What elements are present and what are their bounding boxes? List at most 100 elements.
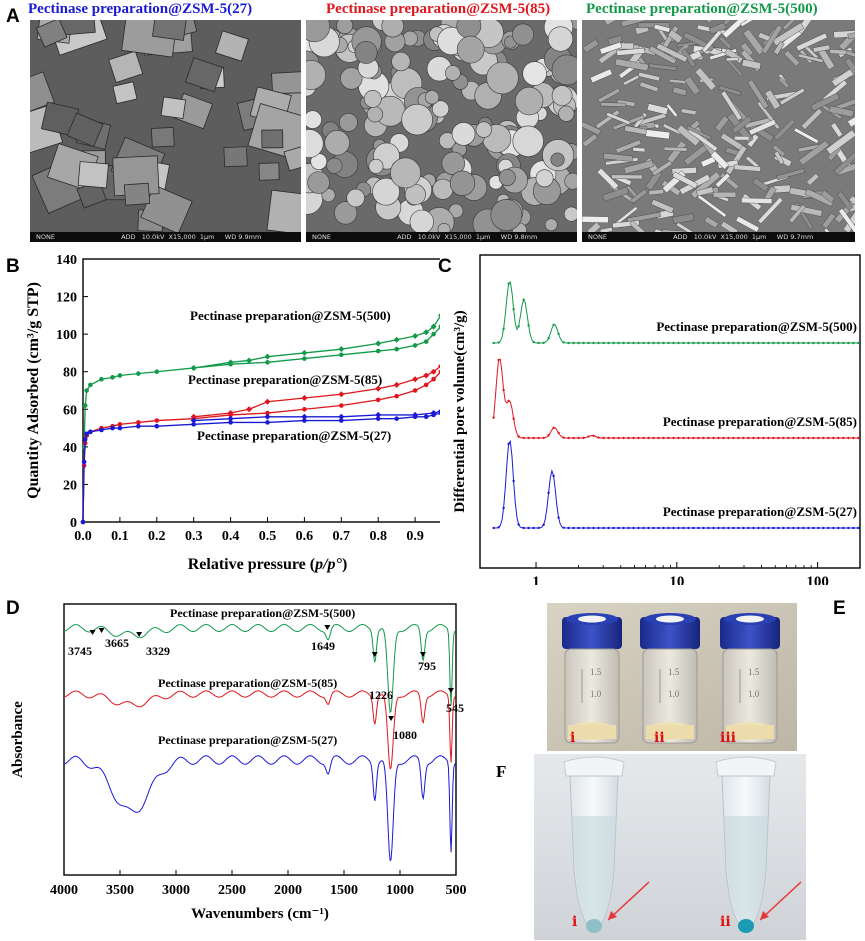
panel-label-b: B [6, 256, 20, 277]
sem-crystal [372, 177, 400, 206]
adsorption-point [82, 403, 88, 408]
sem-crystal [512, 23, 534, 46]
pore-point [757, 341, 760, 345]
sem-crystal [836, 191, 854, 211]
sem-crystal [66, 112, 104, 148]
vial-glass [722, 648, 778, 744]
sem-crystal [847, 29, 855, 40]
desorption-point [338, 391, 345, 398]
tube-label-ii: ii [720, 914, 731, 930]
sem-crystal [701, 30, 723, 53]
desorption-point [264, 353, 271, 360]
pore-point [597, 341, 600, 345]
panel-label-a: A [6, 6, 20, 27]
vial-graduation-label: 1.5 [748, 667, 760, 677]
sem-crystal [626, 211, 662, 223]
sem-crystal [599, 41, 623, 55]
sem-crystal [773, 150, 785, 165]
sem-title-zsm500: Pectinase preparation@ZSM-5(500) [586, 1, 818, 17]
pore-point [797, 436, 800, 440]
sem-title-zsm27: Pectinase preparation@ZSM-5(27) [28, 1, 253, 17]
adsorption-point [302, 406, 307, 412]
pore-point [787, 436, 790, 440]
x-tick-label: 0.3 [185, 529, 203, 544]
sem-crystal [431, 100, 450, 118]
vial-graduation-label: 1.0 [748, 689, 760, 699]
sem-crystal [833, 147, 855, 175]
pore-point [762, 436, 765, 440]
sem-crystal [445, 65, 461, 81]
sem-crystal [307, 171, 330, 194]
y-axis-label: Quantity Adsorbed (cm³/g STP) [25, 282, 42, 499]
series-label: Pectinase preparation@ZSM-5(85) [188, 372, 382, 387]
pore-point [767, 341, 770, 345]
sem-crystal [306, 110, 322, 129]
y-axis-label: Absorbance [10, 701, 26, 778]
x-tick-label: 0.9 [406, 529, 424, 544]
adsorption-point [302, 356, 307, 361]
adsorption-point [117, 373, 123, 378]
pore-point [782, 436, 785, 440]
desorption-point [430, 323, 437, 330]
pore-point [742, 341, 745, 345]
pore-point [687, 526, 690, 530]
vial-glass [564, 648, 620, 744]
pore-distribution-chart: 1 10 100 Differential pore volume(cm³/g) Pec… [452, 254, 861, 585]
sem-crystal [551, 85, 573, 106]
pore-point [617, 526, 620, 530]
pore-point [532, 340, 535, 344]
pore-point [517, 523, 520, 526]
red-arrow-head [608, 911, 617, 920]
pore-point [697, 526, 700, 530]
sem-crystal [715, 172, 731, 188]
adsorption-point [81, 459, 87, 465]
sem-crystal [793, 127, 819, 144]
sem-crystal [589, 68, 613, 84]
sem-crystal [596, 167, 619, 190]
sem-crystal [672, 86, 688, 97]
vial: 1.5 1.0 [720, 613, 780, 744]
sem-crystal [346, 188, 365, 208]
sem-crystal [306, 129, 324, 158]
pore-point [647, 526, 650, 530]
pore-point [607, 436, 610, 440]
sem-crystal [326, 157, 343, 174]
adsorption-point [99, 376, 104, 382]
pore-point [532, 436, 535, 440]
pore-point [727, 341, 730, 345]
pore-point [532, 526, 535, 530]
sem-crystal [547, 26, 574, 52]
tube [563, 756, 650, 933]
peak-label: 3329 [146, 644, 170, 658]
pore-point [552, 474, 555, 478]
pore-point [837, 341, 840, 345]
pore-point [857, 436, 860, 440]
pore-point [567, 526, 570, 530]
sem-crystal [744, 116, 775, 129]
pore-point [567, 341, 570, 345]
peak-marker [388, 716, 395, 721]
sem-crystal [223, 146, 248, 168]
pore-point [572, 341, 575, 345]
sem-crystal [616, 99, 636, 107]
pore-point [702, 436, 705, 440]
sem-crystal [680, 108, 697, 116]
pore-point [557, 332, 560, 336]
vial-powder [726, 725, 774, 739]
pore-point [652, 526, 655, 530]
desorption-point [423, 372, 430, 379]
pore-point [742, 436, 745, 440]
pore-point [517, 435, 520, 438]
vial-powder [646, 725, 694, 739]
sem-crystal [844, 57, 855, 80]
sem-crystal [605, 112, 631, 126]
vial-septum [736, 615, 764, 623]
sem-crystal [409, 209, 434, 234]
pore-point [762, 526, 765, 530]
pore-point [832, 436, 835, 440]
pore-point [522, 526, 525, 530]
pore-point [857, 341, 860, 345]
sem-crystal [773, 41, 785, 56]
pore-point [507, 399, 510, 403]
pore-point [667, 341, 670, 345]
